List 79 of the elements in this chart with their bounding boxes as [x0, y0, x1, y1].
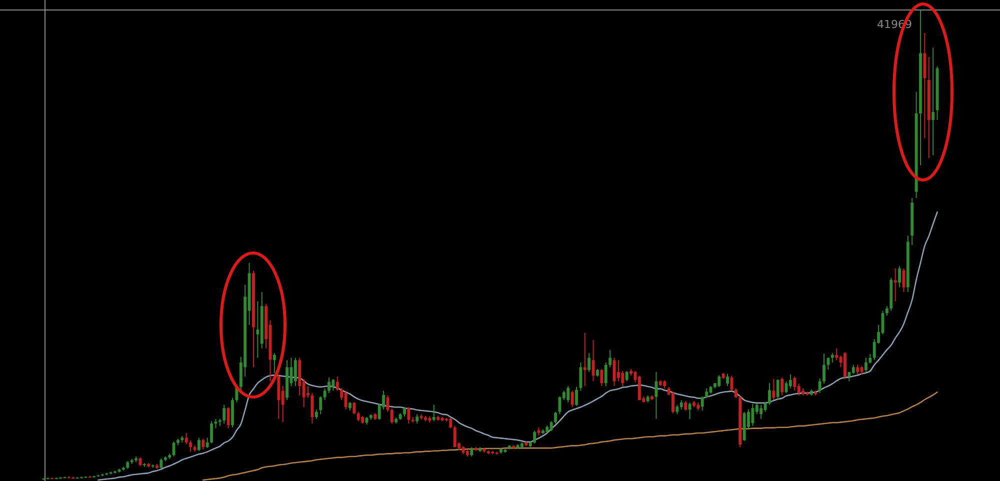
candlestick	[718, 374, 721, 388]
candlestick	[332, 378, 335, 392]
candlestick	[184, 432, 188, 445]
candlestick	[588, 352, 591, 372]
candlestick	[294, 357, 297, 386]
candlestick	[390, 408, 394, 424]
candlestick	[898, 266, 901, 288]
candlestick	[751, 403, 754, 426]
candlestick	[566, 386, 570, 403]
candlestick	[575, 386, 578, 406]
candlestick	[222, 404, 226, 424]
candlestick	[210, 420, 213, 444]
candlestick	[226, 406, 230, 429]
candlestick	[277, 374, 280, 420]
candlestick	[453, 425, 456, 448]
candlestick	[356, 411, 360, 422]
candlestick	[319, 396, 322, 415]
candlestick	[604, 362, 608, 386]
candlestick	[621, 370, 624, 386]
candlestick	[533, 430, 536, 444]
candlestick	[856, 364, 860, 375]
candlestick	[868, 354, 872, 364]
candlestick	[336, 376, 339, 392]
candlestick	[314, 409, 318, 420]
candlestick	[625, 370, 628, 382]
candlestick	[734, 388, 738, 398]
candlestick	[323, 388, 326, 401]
candlestick	[638, 375, 641, 401]
candlestick	[616, 360, 620, 382]
candlestick	[780, 377, 784, 396]
candlestick	[579, 362, 582, 392]
candlestick	[256, 300, 260, 358]
candlestick	[197, 437, 200, 452]
candlestick	[214, 418, 218, 429]
candlestick	[793, 376, 796, 392]
candlestick	[705, 388, 708, 399]
candlestick	[760, 404, 763, 420]
candlestick	[730, 375, 734, 392]
candlestick	[310, 392, 314, 424]
candlestick	[902, 268, 906, 292]
candlestick	[885, 306, 888, 316]
candlestick	[788, 374, 792, 389]
candlestick	[206, 437, 209, 449]
candlestick	[768, 382, 771, 406]
candlestick	[189, 440, 192, 452]
candlestick	[432, 404, 436, 422]
candlestick	[160, 458, 163, 470]
candlestick	[835, 348, 838, 361]
candlestick	[416, 414, 419, 424]
candlestick	[352, 401, 356, 415]
candlestick	[608, 349, 612, 368]
candlestick	[470, 446, 474, 457]
candlestick	[932, 47, 935, 156]
candlestick	[684, 400, 688, 411]
candlestick	[830, 352, 834, 363]
candlestick	[554, 411, 557, 424]
candlestick	[306, 386, 310, 398]
candlestick	[272, 352, 276, 374]
candlestick	[844, 352, 846, 380]
candlestick	[550, 420, 553, 432]
candlestick	[676, 404, 679, 415]
candlestick	[726, 373, 729, 386]
candlestick	[202, 438, 205, 450]
candlestick	[328, 377, 330, 394]
candlestick	[700, 396, 704, 411]
candlestick	[654, 371, 658, 420]
candlestick	[772, 378, 776, 401]
candlestick	[822, 353, 826, 384]
candlestick	[680, 400, 683, 410]
candlestick	[818, 378, 822, 394]
candlestick	[403, 406, 406, 418]
candlestick	[570, 390, 574, 408]
candlestick	[407, 406, 410, 424]
candlestick	[776, 378, 780, 400]
candlestick	[600, 368, 604, 386]
candlestick	[672, 392, 674, 414]
candlestick	[864, 357, 868, 372]
candlestick	[449, 417, 452, 429]
candlestick	[583, 332, 586, 386]
